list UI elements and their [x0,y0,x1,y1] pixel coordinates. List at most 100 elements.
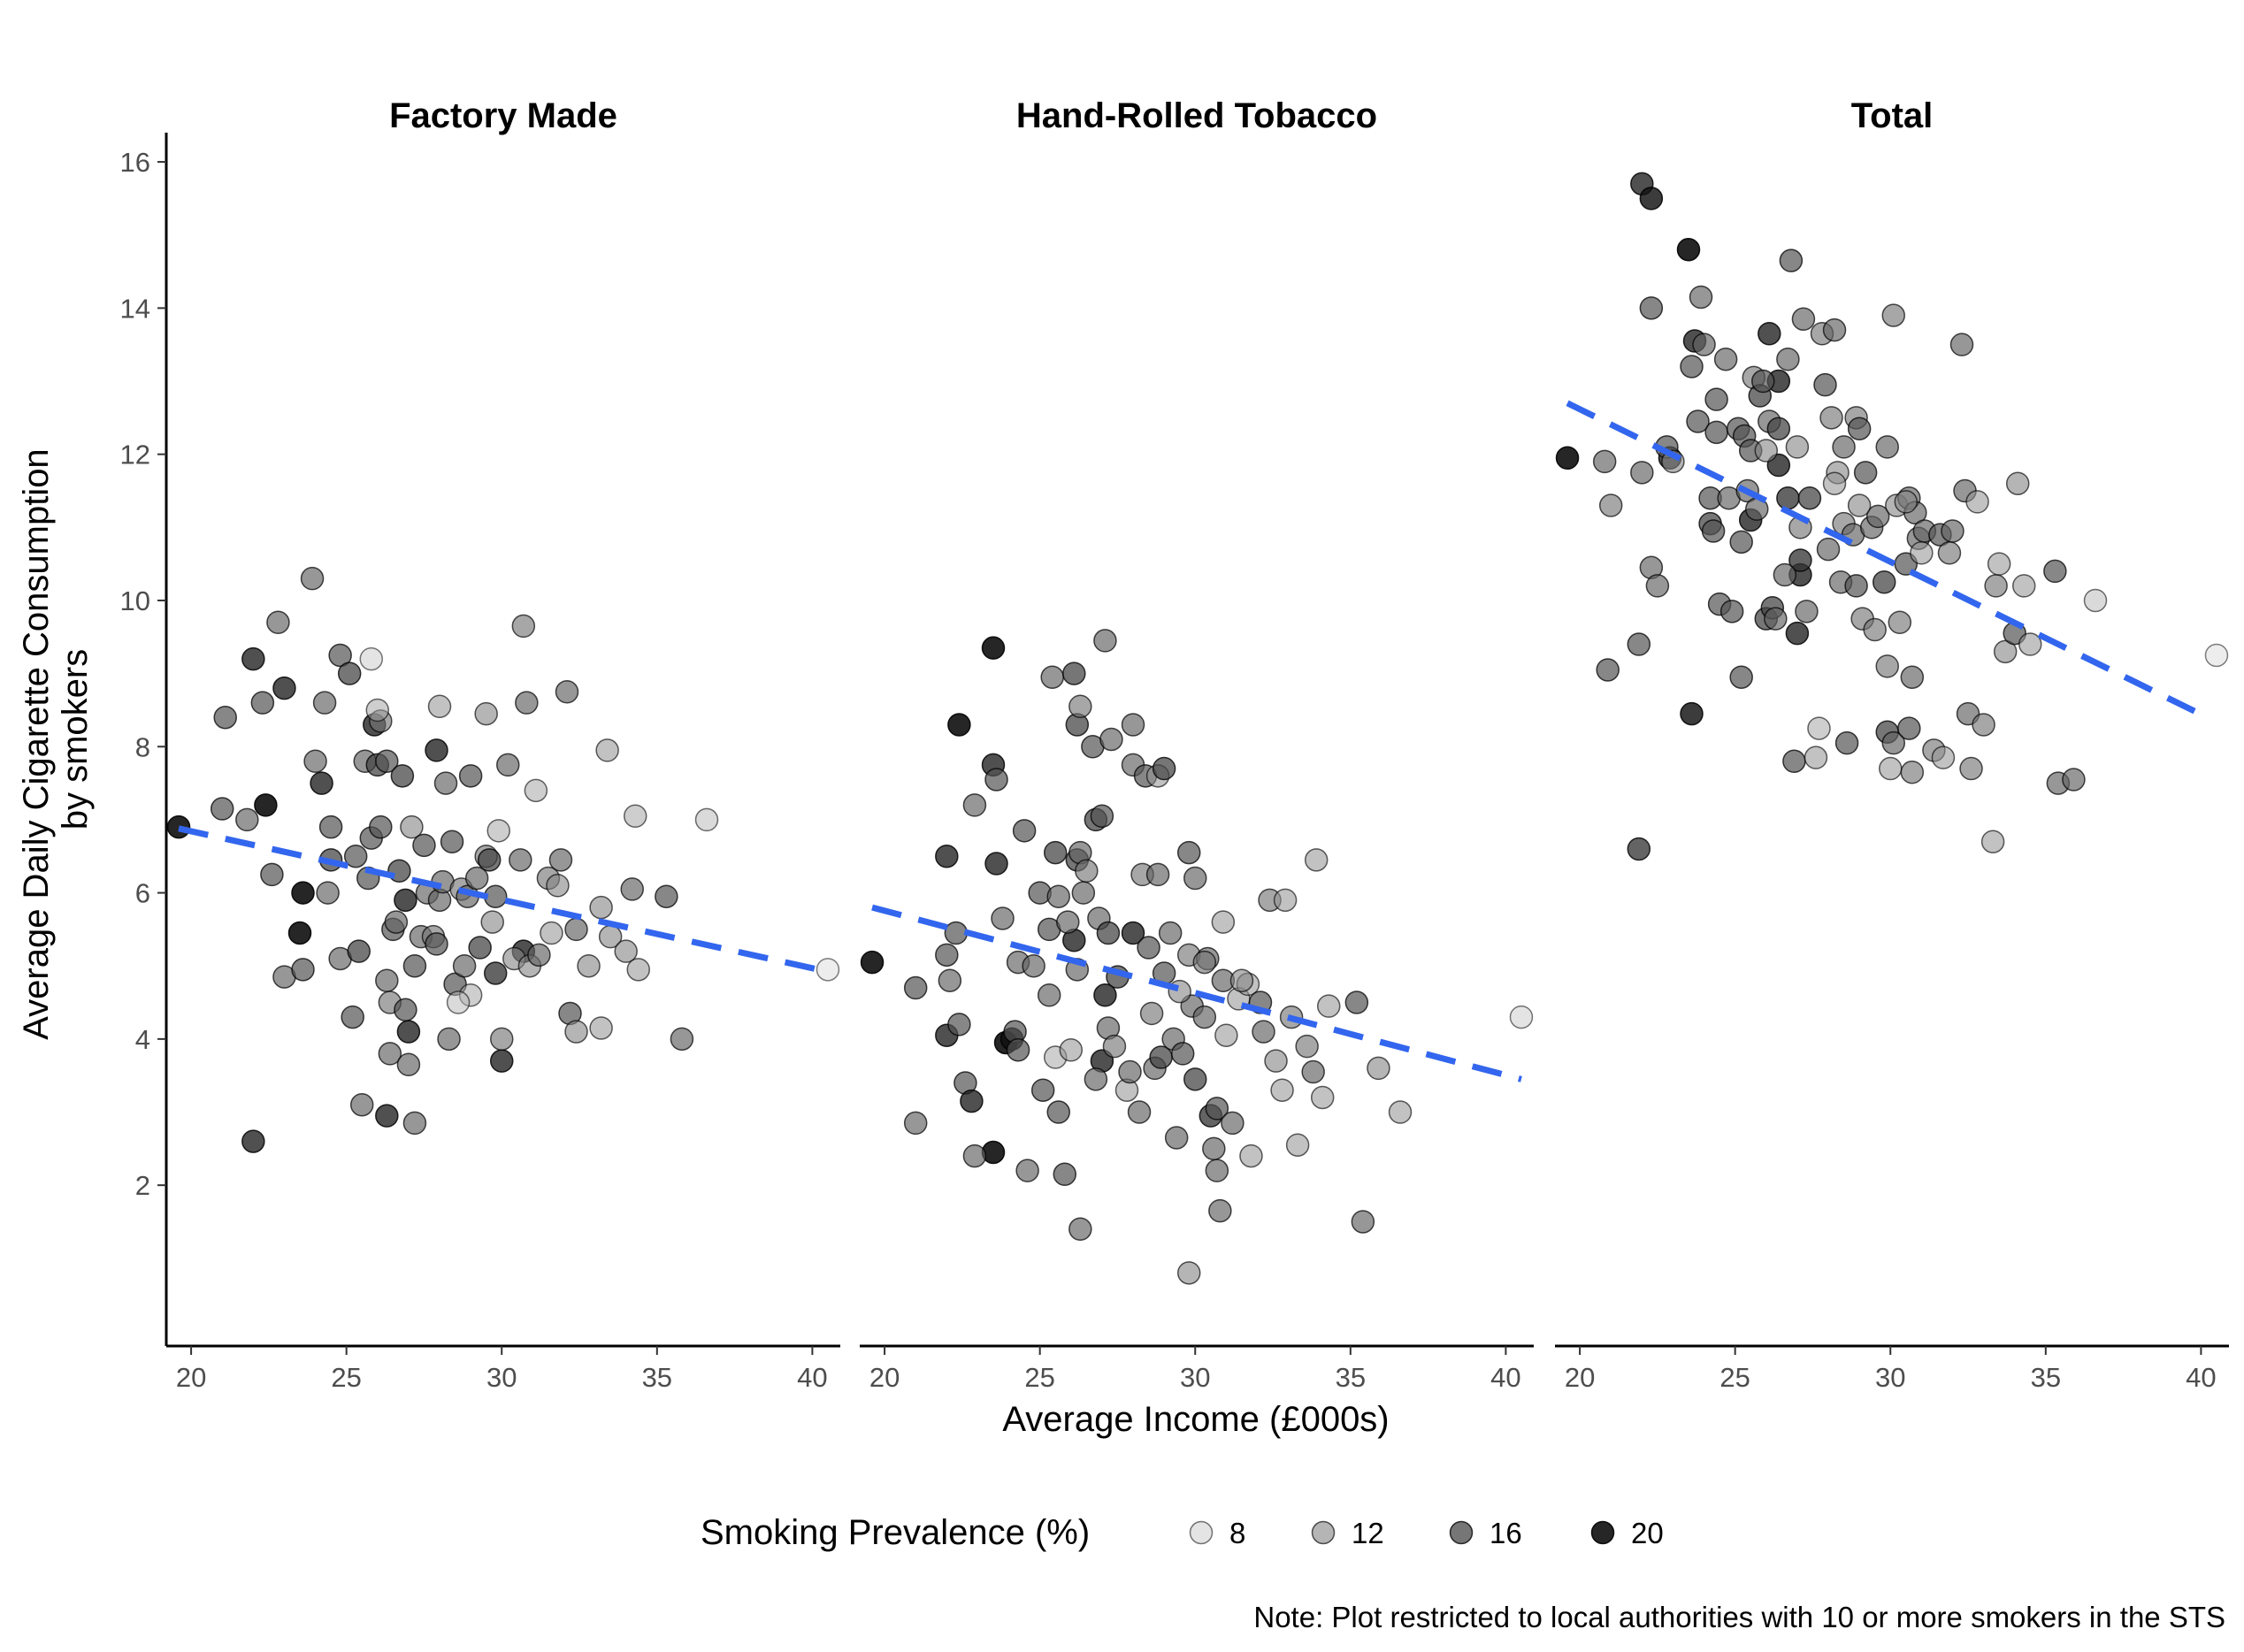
data-point [359,646,384,671]
data-point [2018,632,2042,656]
data-point [1773,562,1797,587]
data-point [1937,540,1962,565]
x-tick-label: 30 [1875,1362,1905,1393]
data-point [1176,1261,1201,1285]
data-point [564,1020,588,1044]
y-axis-title-line-1: Average Daily Cigarette Consumption [17,448,56,1040]
point-group [860,629,1534,1285]
data-point [1872,570,1896,594]
data-point [960,1089,984,1113]
data-point [1046,1100,1070,1124]
data-point [1847,493,1872,517]
data-point [1776,347,1800,371]
data-point [577,953,601,978]
data-point [1785,435,1810,459]
data-point [2204,643,2229,668]
data-point [860,950,885,975]
data-point [962,793,987,817]
data-point [626,958,651,982]
data-point [369,815,393,839]
data-point [1751,369,1775,394]
y-tick-label: 10 [120,585,150,616]
data-point [1192,950,1217,975]
data-point [1627,632,1651,656]
data-point [260,862,284,887]
data-point [1229,968,1254,992]
data-point [1797,486,1822,510]
data-point [1006,1038,1030,1062]
data-point [468,936,492,960]
data-point [291,958,315,982]
data-point [1627,837,1651,861]
data-point [1022,953,1045,978]
data-point [1875,435,1899,459]
data-point [1959,756,1983,781]
point-group [1555,172,2229,861]
data-point [1713,347,1738,371]
data-point [938,968,962,992]
data-point [1853,461,1878,485]
data-point [396,1052,421,1077]
data-point [1816,537,1841,562]
data-point [1822,471,1847,495]
data-point [981,636,1006,660]
data-point [1273,888,1298,913]
data-point [1040,665,1064,689]
data-point [1367,1056,1390,1081]
data-point [1043,840,1068,865]
facet-panel: Total 20 25 30 35 40 [1555,96,2229,1393]
data-point [318,815,343,839]
data-point [984,768,1008,792]
data-point [446,990,471,1014]
data-point [427,694,452,719]
data-point [1949,333,1974,356]
data-point [1030,1078,1055,1102]
x-tick-label: 35 [642,1362,672,1393]
x-tick-label: 20 [176,1362,206,1393]
data-point [375,749,399,774]
data-point [1221,1111,1245,1136]
data-point [935,844,959,868]
data-point [1310,1085,1335,1110]
x-tick-label: 25 [1024,1362,1054,1393]
x-tick-label: 30 [1180,1362,1210,1393]
data-point [266,610,290,635]
data-point [1075,859,1099,883]
legend-title: Smoking Prevalence (%) [701,1513,1090,1552]
data-point [241,1129,265,1153]
data-point [1834,730,1859,755]
data-point [1863,617,1887,642]
data-point [623,804,647,829]
data-point [1972,713,1995,737]
data-point [589,895,613,920]
data-point [564,917,588,942]
data-point [1068,694,1092,719]
data-point [1127,1100,1152,1124]
data-point [337,662,362,685]
legend-key [1590,1520,1615,1545]
data-point [1295,1034,1319,1059]
data-point [2043,559,2067,584]
data-point [1205,1097,1229,1120]
data-point [1795,600,1819,623]
y-tick-label: 4 [135,1024,150,1055]
data-point [2011,574,2036,598]
data-point [1701,519,1726,543]
data-point [412,833,436,858]
data-point [1252,1020,1275,1044]
data-point [1785,621,1810,646]
data-point [1931,746,1956,769]
data-point [1183,866,1207,891]
data-point [1776,486,1800,510]
data-point [1689,285,1713,310]
data-point [962,1143,987,1168]
legend-label: 8 [1229,1517,1245,1549]
data-point [425,932,448,956]
data-point [1719,600,1744,623]
data-point [1807,716,1831,740]
y-tick-label: 8 [135,731,150,762]
legend-label: 20 [1631,1517,1664,1549]
data-point [1121,713,1145,737]
data-point [903,975,928,1000]
data-point [347,939,371,963]
